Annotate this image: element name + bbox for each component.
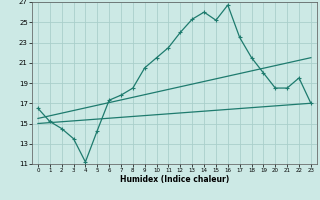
X-axis label: Humidex (Indice chaleur): Humidex (Indice chaleur) [120, 175, 229, 184]
